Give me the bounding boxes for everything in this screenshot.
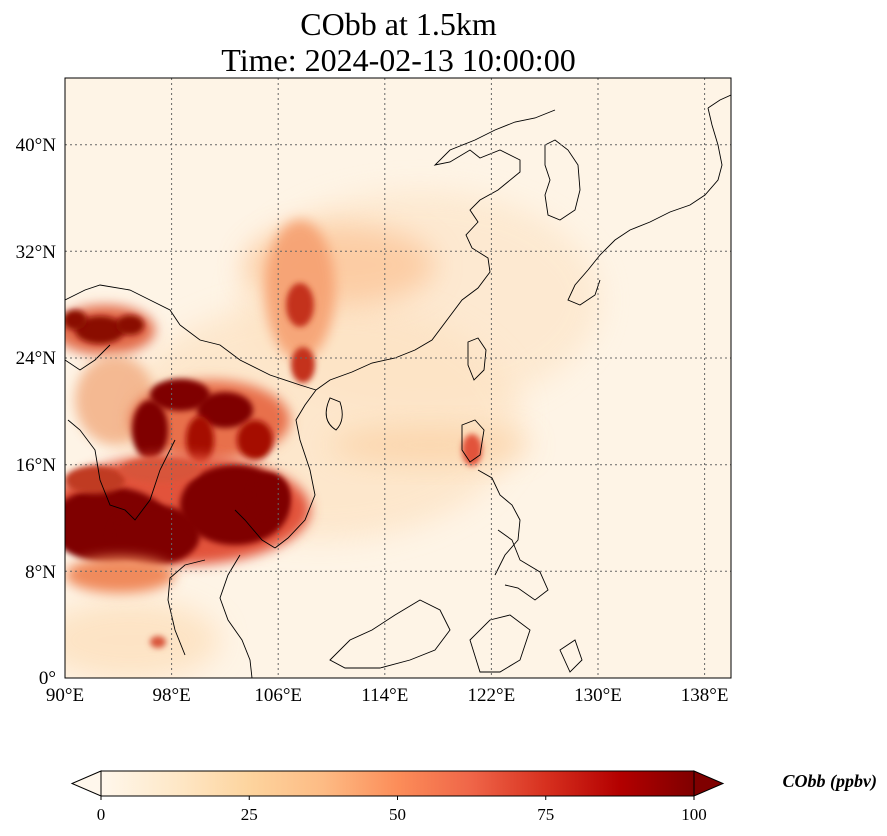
- concentration-field: [65, 78, 731, 678]
- colorbar-max-extend: [693, 770, 725, 797]
- y-tick-label: 32°N: [16, 242, 57, 263]
- y-tick-labels: 0° 8°N 16°N 24°N 32°N 40°N: [16, 135, 57, 689]
- coastlines: [65, 94, 731, 678]
- x-tick-labels: 90°E 98°E 106°E 114°E 122°E 130°E 138°E: [46, 685, 729, 706]
- colorbar-tick-label: 50: [389, 805, 406, 824]
- y-tick-label: 24°N: [16, 348, 57, 369]
- colorbar-tick-label: 100: [681, 805, 707, 824]
- x-tick-label: 106°E: [254, 685, 302, 706]
- x-tick-label: 138°E: [681, 685, 729, 706]
- y-tick-label: 8°N: [25, 562, 56, 583]
- x-tick-label: 130°E: [574, 685, 622, 706]
- colorbar-min-extend: [70, 770, 102, 797]
- x-tick-label: 90°E: [46, 685, 84, 706]
- colorbar-gradient: [101, 771, 694, 796]
- map-title-line1: CObb at 1.5km: [300, 6, 497, 42]
- x-tick-label: 122°E: [468, 685, 516, 706]
- map-frame: [64, 77, 732, 679]
- y-tick-label: 0°: [39, 668, 56, 689]
- gridlines: [65, 78, 731, 678]
- y-tick-label: 40°N: [16, 135, 57, 156]
- map-title-line2: Time: 2024-02-13 10:00:00: [221, 42, 576, 78]
- colorbar: 0 25 50 75 100 CObb (ppbv): [70, 770, 877, 824]
- x-tick-label: 114°E: [361, 685, 408, 706]
- colorbar-tick-label: 0: [97, 805, 106, 824]
- x-tick-label: 98°E: [152, 685, 190, 706]
- colorbar-title: CObb (ppbv): [783, 771, 877, 792]
- colorbar-tick-label: 25: [241, 805, 258, 824]
- y-tick-label: 16°N: [16, 455, 57, 476]
- colorbar-tick-label: 75: [537, 805, 554, 824]
